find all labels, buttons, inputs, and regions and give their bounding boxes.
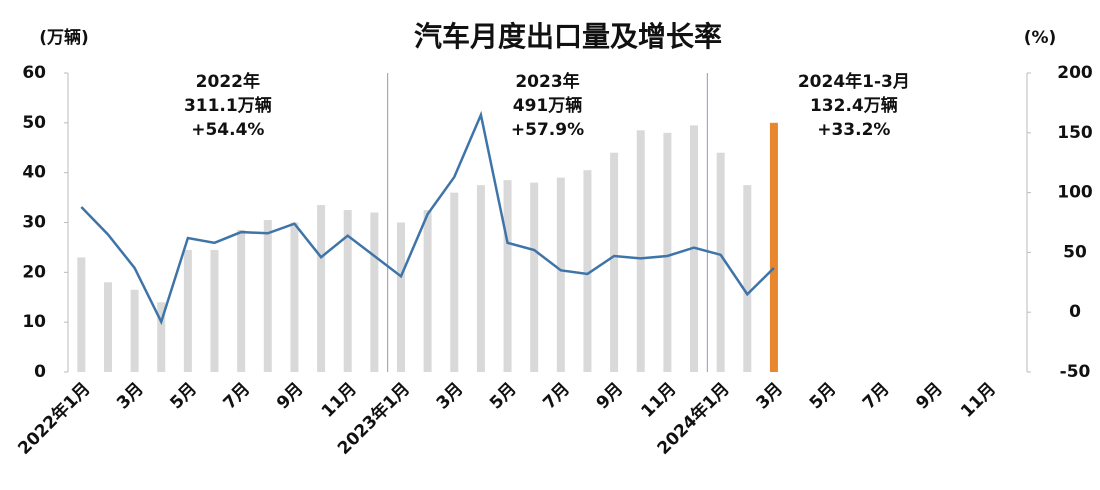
y-tick-label: 20: [22, 262, 46, 282]
bar: [636, 130, 645, 372]
y-tick-label: 10: [22, 312, 46, 332]
y2-axis-label: (%): [1024, 28, 1057, 48]
bar: [503, 180, 512, 372]
annotation: +33.2%: [817, 120, 890, 140]
bar: [103, 282, 112, 372]
y-tick-label: 0: [34, 362, 46, 382]
y2-tick-label: 200: [1057, 63, 1093, 83]
x-tick-label: 3月: [433, 379, 468, 414]
bar: [317, 205, 326, 372]
line: [80, 110, 775, 326]
bar: [530, 182, 539, 372]
y2-tick-label: 0: [1069, 302, 1081, 322]
y2-tick-label: -50: [1060, 362, 1091, 382]
x-tick-label: 11月: [957, 379, 1000, 422]
y-tick-label: 30: [22, 213, 46, 233]
bar: [769, 122, 778, 372]
x-tick-label: 9月: [593, 379, 628, 414]
x-tick-label: 5月: [166, 379, 201, 414]
bar: [77, 257, 86, 372]
x-tick-label: 9月: [912, 379, 947, 414]
annotation: 2024年1-3月: [798, 71, 910, 92]
bar: [396, 222, 405, 372]
bar: [237, 229, 246, 372]
annotation: 2022年: [196, 71, 260, 92]
bar: [716, 152, 725, 372]
bar: [476, 185, 485, 372]
bar: [130, 289, 139, 372]
x-tick-label: 7月: [859, 379, 894, 414]
bar: [290, 222, 299, 372]
bar: [157, 302, 166, 372]
bar: [743, 185, 752, 372]
y-axis-label: (万辆): [39, 27, 89, 48]
x-tick-label: 7月: [539, 379, 574, 414]
bar: [610, 152, 619, 372]
bar: [423, 210, 432, 372]
bar: [370, 212, 379, 372]
x-tick-label: 2022年1月: [14, 378, 95, 459]
y-tick-label: 40: [22, 163, 46, 183]
annotation: +57.9%: [511, 120, 584, 140]
x-tick-label: 3月: [113, 379, 148, 414]
y2-tick-label: 150: [1057, 123, 1093, 143]
chart-title: 汽车月度出口量及增长率: [414, 20, 722, 53]
bar: [210, 249, 219, 372]
bar: [663, 132, 672, 372]
annotation: 132.4万辆: [810, 95, 898, 116]
annotation: 311.1万辆: [184, 95, 272, 116]
bar: [583, 170, 592, 372]
bar: [183, 249, 192, 372]
x-tick-label: 9月: [273, 379, 308, 414]
annotation: 491万辆: [513, 95, 583, 116]
y-tick-label: 60: [22, 63, 46, 83]
bar: [450, 192, 459, 372]
y2-tick-label: 50: [1063, 242, 1087, 262]
x-tick-label: 11月: [638, 379, 681, 422]
y-tick-label: 50: [22, 113, 46, 133]
x-tick-label: 7月: [220, 379, 255, 414]
annotation: 2023年: [515, 71, 579, 92]
bar: [263, 220, 272, 372]
bar: [556, 177, 565, 372]
x-tick-label: 11月: [318, 379, 361, 422]
y2-tick-label: 100: [1057, 183, 1093, 203]
annotation: +54.4%: [191, 120, 264, 140]
x-tick-label: 3月: [752, 379, 787, 414]
x-tick-label: 5月: [486, 379, 521, 414]
x-tick-label: 5月: [806, 379, 841, 414]
bar: [343, 210, 352, 372]
